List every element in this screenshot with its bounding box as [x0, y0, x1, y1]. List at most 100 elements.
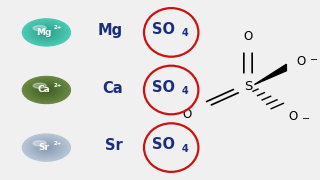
Circle shape	[31, 24, 61, 41]
Circle shape	[36, 142, 57, 153]
Circle shape	[37, 27, 56, 38]
Circle shape	[35, 84, 58, 96]
Circle shape	[28, 22, 65, 43]
Circle shape	[28, 80, 65, 100]
Circle shape	[27, 79, 66, 101]
Circle shape	[22, 19, 70, 46]
Circle shape	[44, 31, 49, 34]
Circle shape	[30, 23, 62, 41]
Ellipse shape	[33, 141, 46, 146]
Circle shape	[45, 147, 48, 148]
Text: 4: 4	[181, 86, 188, 96]
Circle shape	[29, 23, 63, 42]
Circle shape	[29, 138, 63, 157]
Circle shape	[45, 31, 48, 33]
Circle shape	[25, 135, 68, 160]
Text: 2+: 2+	[53, 141, 62, 146]
Circle shape	[40, 144, 53, 151]
Text: −: −	[301, 114, 310, 124]
Circle shape	[45, 89, 48, 91]
Circle shape	[27, 137, 66, 158]
Text: O: O	[183, 108, 192, 121]
Circle shape	[29, 22, 64, 42]
Circle shape	[37, 142, 56, 153]
Text: O: O	[288, 111, 297, 123]
Circle shape	[29, 80, 64, 100]
Circle shape	[42, 30, 51, 35]
Text: SO: SO	[152, 80, 175, 95]
Circle shape	[33, 82, 60, 98]
Circle shape	[39, 144, 53, 152]
Circle shape	[39, 28, 53, 36]
Circle shape	[29, 138, 64, 158]
Text: O: O	[296, 55, 305, 68]
Text: 2+: 2+	[53, 25, 62, 30]
Circle shape	[45, 89, 47, 90]
Circle shape	[26, 21, 67, 44]
Circle shape	[33, 140, 60, 155]
Text: SO: SO	[152, 22, 175, 37]
Text: Sr: Sr	[38, 143, 49, 152]
Circle shape	[34, 25, 59, 40]
Circle shape	[38, 85, 55, 95]
Circle shape	[32, 24, 61, 40]
Circle shape	[23, 19, 70, 46]
Polygon shape	[254, 64, 286, 85]
Circle shape	[22, 76, 70, 104]
Circle shape	[42, 145, 51, 150]
Ellipse shape	[33, 26, 46, 31]
Circle shape	[38, 86, 54, 94]
Circle shape	[30, 139, 62, 157]
Circle shape	[27, 22, 66, 43]
Circle shape	[38, 143, 55, 153]
Text: O: O	[244, 30, 252, 42]
Circle shape	[24, 77, 69, 103]
Circle shape	[25, 20, 68, 45]
Circle shape	[32, 82, 61, 98]
Text: Mg: Mg	[36, 28, 52, 37]
Circle shape	[26, 136, 67, 159]
Circle shape	[36, 27, 57, 38]
Circle shape	[31, 139, 61, 156]
Circle shape	[30, 81, 62, 99]
Circle shape	[23, 135, 70, 161]
Circle shape	[35, 141, 58, 154]
Circle shape	[22, 134, 70, 161]
Circle shape	[43, 88, 50, 92]
Text: 4: 4	[181, 28, 188, 38]
Circle shape	[40, 86, 53, 94]
Circle shape	[42, 87, 51, 93]
Circle shape	[38, 143, 54, 152]
Circle shape	[42, 30, 51, 35]
Circle shape	[38, 28, 54, 37]
Text: 4: 4	[181, 143, 188, 154]
Circle shape	[35, 141, 59, 154]
Circle shape	[37, 85, 56, 95]
Circle shape	[38, 28, 55, 37]
Circle shape	[43, 146, 50, 149]
Circle shape	[43, 31, 50, 34]
Text: 2+: 2+	[53, 83, 62, 88]
Circle shape	[35, 83, 59, 97]
Circle shape	[33, 25, 60, 40]
Text: Sr: Sr	[106, 138, 123, 153]
Text: Ca: Ca	[103, 81, 123, 96]
Circle shape	[35, 26, 59, 39]
Ellipse shape	[33, 83, 46, 88]
Text: S: S	[244, 80, 252, 93]
Circle shape	[31, 81, 61, 99]
Circle shape	[32, 140, 61, 156]
Circle shape	[26, 136, 67, 159]
Circle shape	[45, 32, 47, 33]
Circle shape	[23, 77, 70, 103]
Text: SO: SO	[152, 137, 175, 152]
Circle shape	[42, 88, 51, 92]
Circle shape	[34, 83, 59, 97]
Circle shape	[25, 78, 68, 102]
Circle shape	[39, 86, 53, 94]
Circle shape	[24, 20, 69, 45]
Circle shape	[34, 140, 59, 155]
Circle shape	[24, 135, 69, 160]
Circle shape	[45, 147, 47, 148]
Circle shape	[28, 137, 65, 158]
